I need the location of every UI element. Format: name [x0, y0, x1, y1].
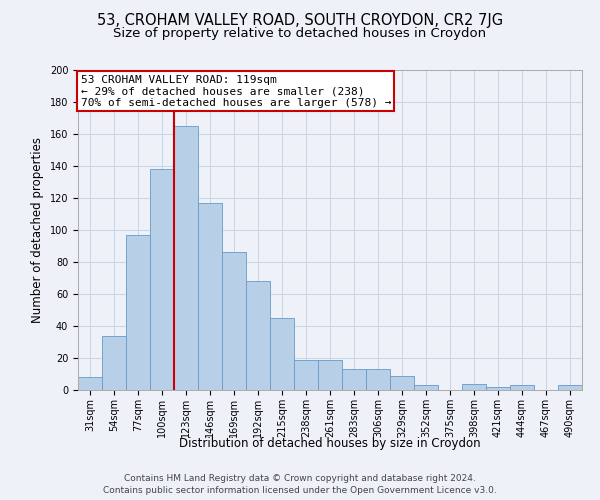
Text: Distribution of detached houses by size in Croydon: Distribution of detached houses by size … — [179, 438, 481, 450]
Text: Size of property relative to detached houses in Croydon: Size of property relative to detached ho… — [113, 28, 487, 40]
Text: 53, CROHAM VALLEY ROAD, SOUTH CROYDON, CR2 7JG: 53, CROHAM VALLEY ROAD, SOUTH CROYDON, C… — [97, 12, 503, 28]
Bar — [198, 203, 222, 390]
Bar — [486, 387, 510, 390]
Bar — [246, 281, 270, 390]
Bar — [318, 360, 342, 390]
Bar — [342, 369, 366, 390]
Bar — [558, 385, 582, 390]
Y-axis label: Number of detached properties: Number of detached properties — [31, 137, 44, 323]
Bar — [150, 169, 174, 390]
Bar — [270, 318, 294, 390]
Bar — [78, 377, 102, 390]
Bar — [510, 385, 534, 390]
Bar — [414, 385, 438, 390]
Bar — [294, 360, 318, 390]
Text: Contains HM Land Registry data © Crown copyright and database right 2024.
Contai: Contains HM Land Registry data © Crown c… — [103, 474, 497, 495]
Bar — [222, 252, 246, 390]
Bar — [366, 369, 390, 390]
Bar — [174, 126, 198, 390]
Text: 53 CROHAM VALLEY ROAD: 119sqm
← 29% of detached houses are smaller (238)
70% of : 53 CROHAM VALLEY ROAD: 119sqm ← 29% of d… — [80, 75, 391, 108]
Bar — [102, 336, 126, 390]
Bar — [390, 376, 414, 390]
Bar — [126, 235, 150, 390]
Bar — [462, 384, 486, 390]
